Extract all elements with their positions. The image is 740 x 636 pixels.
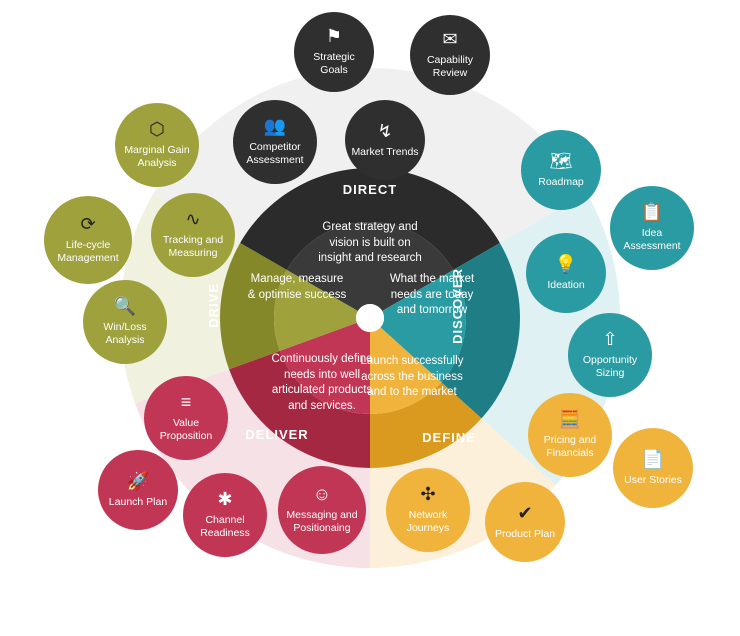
bubble-icon: 💡 xyxy=(555,255,577,273)
segment-desc-discover: What the market needs are today and tomo… xyxy=(382,272,482,319)
bubble-label: Market Trends xyxy=(345,146,424,159)
bubble-label: Value Proposition xyxy=(144,417,228,442)
bubble-label: Capability Review xyxy=(410,54,490,79)
bubble-label: Roadmap xyxy=(532,176,590,189)
bubble-icon: 🧮 xyxy=(559,410,581,428)
center-hole xyxy=(356,304,384,332)
segment-label-direct: DIRECT xyxy=(330,182,410,197)
bubble-icon: ✔ xyxy=(517,504,532,522)
bubble-label: Messaging and Positionaing xyxy=(278,509,366,534)
bubble-label: Ideation xyxy=(541,279,590,292)
bubble-label: Launch Plan xyxy=(103,496,173,509)
bubble-direct-2: 👥 Competitor Assessment xyxy=(233,100,317,184)
bubble-discover-6: 💡 Ideation xyxy=(526,233,606,313)
bubble-label: Pricing and Financials xyxy=(528,434,612,459)
bubble-icon: 🚀 xyxy=(127,472,149,490)
segment-label-define: DEFINE xyxy=(409,430,489,445)
bubble-icon: ☺ xyxy=(313,485,331,503)
bubble-direct-0: ⚑ Strategic Goals xyxy=(294,12,374,92)
bubble-label: Tracking and Measuring xyxy=(151,234,235,259)
bubble-direct-1: ✉ Capability Review xyxy=(410,15,490,95)
segment-desc-drive: Manage, measure & optimise success xyxy=(247,272,347,303)
bubble-icon: ↯ xyxy=(377,122,392,140)
bubble-deliver-13: ✱ Channel Readiness xyxy=(183,473,267,557)
bubble-icon: ⚑ xyxy=(326,27,342,45)
bubble-drive-16: 🔍 Win/Loss Analysis xyxy=(83,280,167,364)
bubble-define-11: ✣ Network Journeys xyxy=(386,468,470,552)
bubble-icon: ∿ xyxy=(185,210,200,228)
bubble-icon: ✉ xyxy=(442,30,457,48)
segment-label-deliver: DELIVER xyxy=(237,427,317,442)
bubble-discover-4: 🗺 Roadmap xyxy=(521,130,601,210)
bubble-icon: ≡ xyxy=(181,393,192,411)
bubble-label: Competitor Assessment xyxy=(233,141,317,166)
bubble-discover-5: 📋 Idea Assessment xyxy=(610,186,694,270)
bubble-define-9: 📄 User Stories xyxy=(613,428,693,508)
bubble-drive-19: ⬡ Marginal Gain Analysis xyxy=(115,103,199,187)
bubble-icon: ⬡ xyxy=(149,120,165,138)
bubble-deliver-15: ≡ Value Proposition xyxy=(144,376,228,460)
segment-desc-direct: Great strategy and vision is built on in… xyxy=(315,220,425,267)
bubble-drive-18: ⟳ Life-cycle Management xyxy=(44,196,132,284)
bubble-icon: 👥 xyxy=(264,117,286,135)
bubble-icon: ✱ xyxy=(217,490,232,508)
product-wheel-diagram: { "diagram": { "type": "infographic", "w… xyxy=(0,0,740,636)
bubble-icon: 🔍 xyxy=(114,297,136,315)
bubble-direct-3: ↯ Market Trends xyxy=(345,100,425,180)
bubble-icon: ⟳ xyxy=(80,215,95,233)
bubble-drive-17: ∿ Tracking and Measuring xyxy=(151,193,235,277)
bubble-label: Network Journeys xyxy=(386,509,470,534)
bubble-label: Opportunity Sizing xyxy=(568,354,652,379)
bubble-label: Life-cycle Management xyxy=(44,239,132,264)
bubble-define-8: 🧮 Pricing and Financials xyxy=(528,393,612,477)
bubble-label: Marginal Gain Analysis xyxy=(115,144,199,169)
bubble-label: Idea Assessment xyxy=(610,227,694,252)
bubble-icon: 🗺 xyxy=(550,152,573,170)
bubble-discover-7: ⇧ Opportunity Sizing xyxy=(568,313,652,397)
bubble-icon: ✣ xyxy=(420,485,435,503)
bubble-deliver-14: 🚀 Launch Plan xyxy=(98,450,178,530)
bubble-icon: 📋 xyxy=(641,203,663,221)
segment-desc-deliver: Continuously define needs into well arti… xyxy=(262,352,382,414)
bubble-label: User Stories xyxy=(618,474,688,487)
bubble-label: Channel Readiness xyxy=(183,514,267,539)
bubble-icon: 📄 xyxy=(642,450,664,468)
bubble-label: Win/Loss Analysis xyxy=(83,321,167,346)
bubble-label: Product Plan xyxy=(489,528,561,541)
bubble-label: Strategic Goals xyxy=(294,51,374,76)
bubble-icon: ⇧ xyxy=(602,330,617,348)
bubble-define-10: ✔ Product Plan xyxy=(485,482,565,562)
bubble-deliver-12: ☺ Messaging and Positionaing xyxy=(278,466,366,554)
